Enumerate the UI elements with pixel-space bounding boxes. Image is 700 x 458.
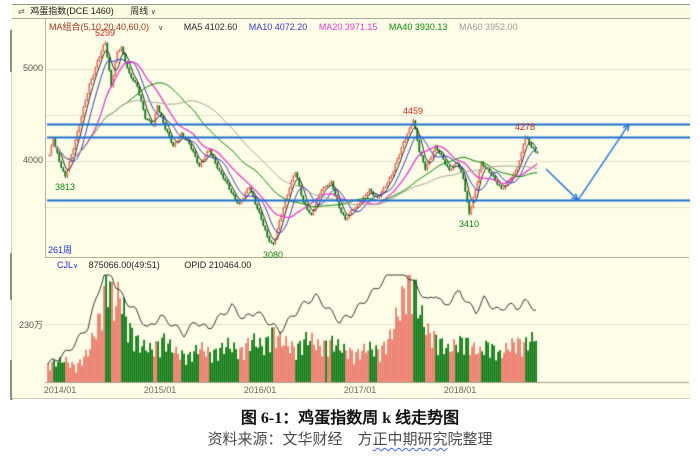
price-label-4278: 4278 [514,122,536,133]
x-tick-2018: 2018/01 [443,385,477,395]
left-scrollbar-thumb[interactable] [10,253,13,300]
ma20-value: MA20 3971.15 [318,22,378,32]
volume-axis-tick: 230万 [18,319,43,330]
opid-value: OPID 210464.00 [184,260,252,270]
price-label-5299: 5299 [94,28,116,39]
cjl-value: 875066.00(49:51) [88,260,160,270]
price-label-4459: 4459 [402,105,424,116]
x-tick-2017: 2017/01 [343,385,377,395]
left-scrollbar-thumb[interactable] [10,30,13,72]
y-axis-tick-5000: 5000 [22,63,43,73]
ma-indicator-bar: MA组合(5,10,20,40,60,0) ∨ MA5 4102.60 MA10 … [49,20,527,33]
source-text-spellcheck: 正中期研究 [372,432,448,448]
cjl-dropdown[interactable]: CJL [57,260,74,270]
ma5-value: MA5 4102.60 [183,22,238,32]
x-tick-2016: 2016/01 [243,385,277,395]
volume-chart-canvas[interactable] [45,273,689,384]
figure-caption-source: 资料来源：文华财经 方正中期研究院整理 [0,428,700,449]
source-text: 资料来源：文华财经 方 [207,432,373,448]
left-scrollbar-track[interactable] [11,28,12,400]
y-axis-tick-4000: 4000 [22,155,43,165]
price-label-3813: 3813 [54,182,76,193]
ma40-value: MA40 3930.13 [388,22,448,32]
x-axis: 2014/01 2015/01 2016/01 2017/01 2018/01 [43,384,689,398]
chevron-down-icon[interactable]: ∨ [73,263,79,270]
price-label-3080: 3080 [262,249,284,260]
candlestick-chart-canvas[interactable] [46,19,690,257]
x-tick-2015: 2015/01 [143,385,177,395]
instrument-title: 鸡蛋指数(DCE 1460) [30,6,114,16]
main-price-pane: MA组合(5,10,20,40,60,0) ∨ MA5 4102.60 MA10 … [45,19,690,260]
period-dropdown[interactable]: 周线 [130,6,149,16]
chart-header-bar: ⇄ 鸡蛋指数(DCE 1460) 周线 ∨ [12,5,690,19]
window-swap-icon: ⇄ [18,7,25,16]
chart-terminal: ⇄ 鸡蛋指数(DCE 1460) 周线 ∨ 5000 4000 230万 MA组… [12,4,690,399]
chevron-down-icon[interactable]: ∨ [150,9,156,16]
left-scrollbar-thumb[interactable] [10,360,13,400]
ma-settings-dropdown[interactable]: MA组合(5,10,20,40,60,0) [49,22,150,32]
ma10-value: MA10 4072.20 [248,22,308,32]
x-tick-2014: 2014/01 [43,385,77,395]
ma60-value: MA60 3952.00 [458,22,518,32]
source-text: 院整理 [447,432,493,448]
chevron-down-icon[interactable]: ∨ [158,25,164,32]
figure-caption-title: 图 6-1：鸡蛋指数周 k 线走势图 [240,410,460,427]
price-label-3410: 3410 [458,219,480,230]
volume-indicator-bar: CJL∨ 875066.00(49:51) OPID 210464.00 [45,257,689,273]
visible-bars-count: 261周 [48,245,73,255]
